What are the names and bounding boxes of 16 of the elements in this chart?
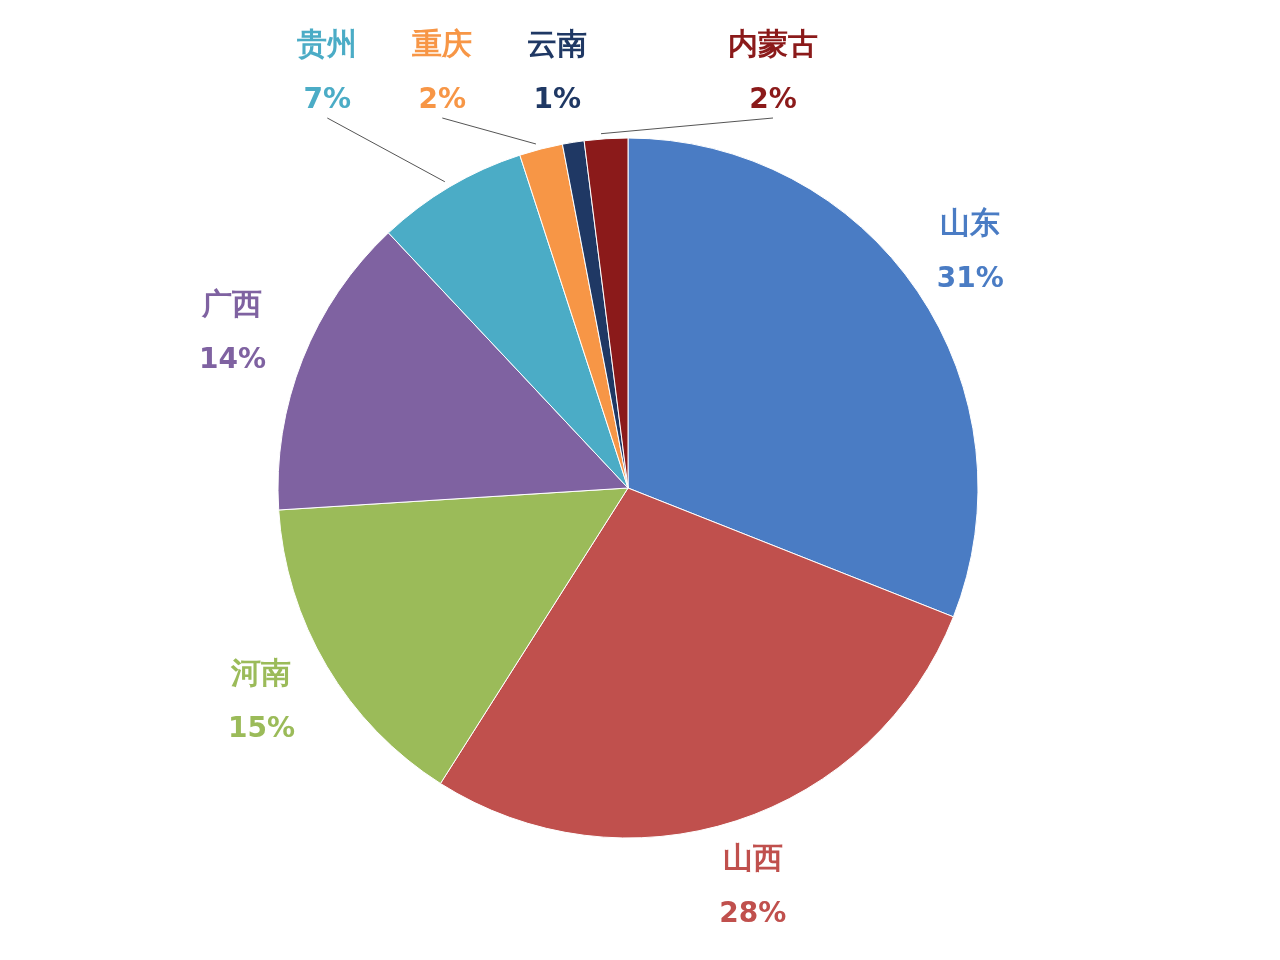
slice-label: 贵州 bbox=[297, 26, 358, 61]
data-label: 2% bbox=[418, 82, 467, 115]
data-label: 2% bbox=[749, 82, 797, 115]
data-label: 31% bbox=[936, 260, 1004, 294]
data-label: 7% bbox=[303, 82, 352, 115]
data-label: 14% bbox=[198, 342, 267, 376]
slice-label: 内蒙古 bbox=[728, 26, 818, 61]
slice-label: 山西 bbox=[722, 840, 783, 876]
data-label: 28% bbox=[719, 896, 787, 930]
slice-label: 云南 bbox=[527, 26, 588, 61]
slice-label: 河南 bbox=[230, 654, 292, 690]
data-label: 15% bbox=[227, 710, 295, 744]
slice-label: 广西 bbox=[201, 286, 263, 322]
data-label: 1% bbox=[533, 82, 582, 115]
slice-label: 重庆 bbox=[412, 26, 473, 61]
slice-label: 山东 bbox=[940, 204, 1001, 240]
